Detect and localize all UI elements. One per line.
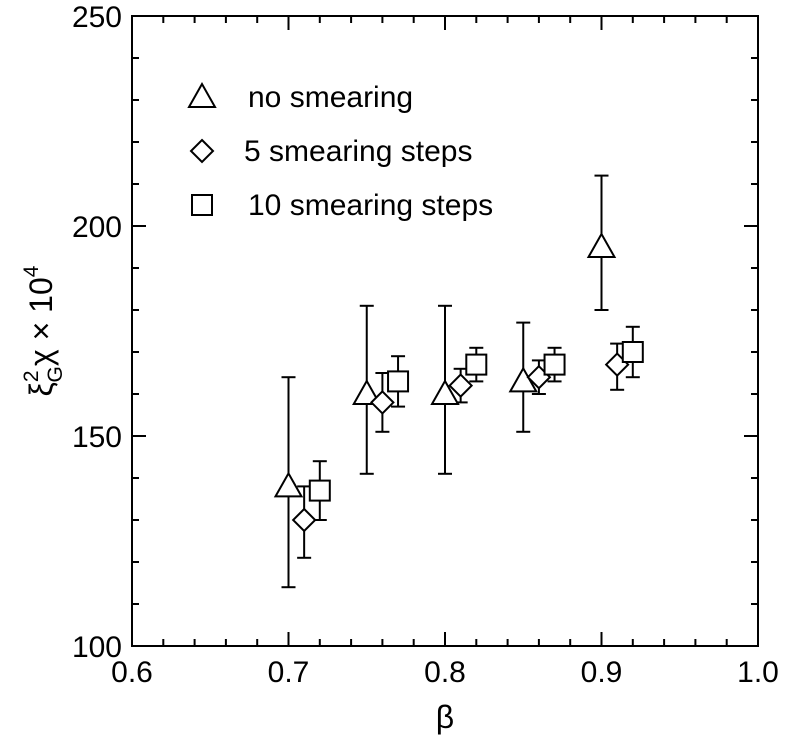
- svg-text:ξ2Gχ × 104: ξ2Gχ × 104: [20, 265, 67, 396]
- y-tick-label: 250: [72, 1, 122, 34]
- legend-label: 10 smearing steps: [248, 189, 493, 222]
- square-marker: [387, 370, 410, 393]
- square-marker: [308, 479, 331, 502]
- y-title-chi: χ: [23, 349, 59, 366]
- y-axis-title: ξ2Gχ × 104: [20, 265, 67, 396]
- x-tick-label: 0.8: [424, 656, 466, 689]
- legend: no smearing 5 smearing steps 10 smearing s…: [187, 81, 493, 222]
- legend-diamond-symbol: [189, 138, 215, 164]
- legend-label: no smearing: [248, 81, 413, 114]
- y-title-xi: ξ: [23, 382, 59, 396]
- square-marker: [543, 353, 566, 376]
- square-marker: [621, 341, 644, 363]
- axis-tick-labels: 0.6 0.7 0.8 0.9 1.0 100 150 200 250: [72, 1, 779, 689]
- y-tick-label: 100: [72, 631, 122, 664]
- y-tick-label: 150: [72, 421, 122, 454]
- y-title-times: × 10: [23, 277, 59, 349]
- y-tick-label: 200: [72, 211, 122, 244]
- legend-square-symbol: [191, 194, 213, 216]
- x-tick-label: 0.6: [111, 656, 153, 689]
- data-markers: [273, 231, 644, 533]
- triangle-marker: [352, 378, 382, 405]
- triangle-marker: [586, 231, 617, 258]
- x-tick-label: 0.7: [268, 656, 310, 689]
- x-axis-title: β: [436, 699, 454, 735]
- legend-label: 5 smearing steps: [244, 135, 472, 168]
- y-title-sub: G: [44, 366, 67, 382]
- triangle-marker: [430, 378, 460, 405]
- square-marker: [465, 353, 488, 376]
- diamond-marker: [448, 373, 474, 399]
- x-tick-label: 0.9: [581, 656, 623, 689]
- triangle-marker: [273, 471, 304, 498]
- diamond-marker: [291, 507, 317, 533]
- y-title-exp: 4: [20, 265, 43, 277]
- legend-triangle-symbol: [187, 81, 217, 108]
- y-title-sup: 2: [20, 370, 43, 382]
- diamond-marker: [369, 389, 395, 415]
- axis-ticks: [131, 15, 759, 647]
- x-tick-label: 1.0: [737, 656, 779, 689]
